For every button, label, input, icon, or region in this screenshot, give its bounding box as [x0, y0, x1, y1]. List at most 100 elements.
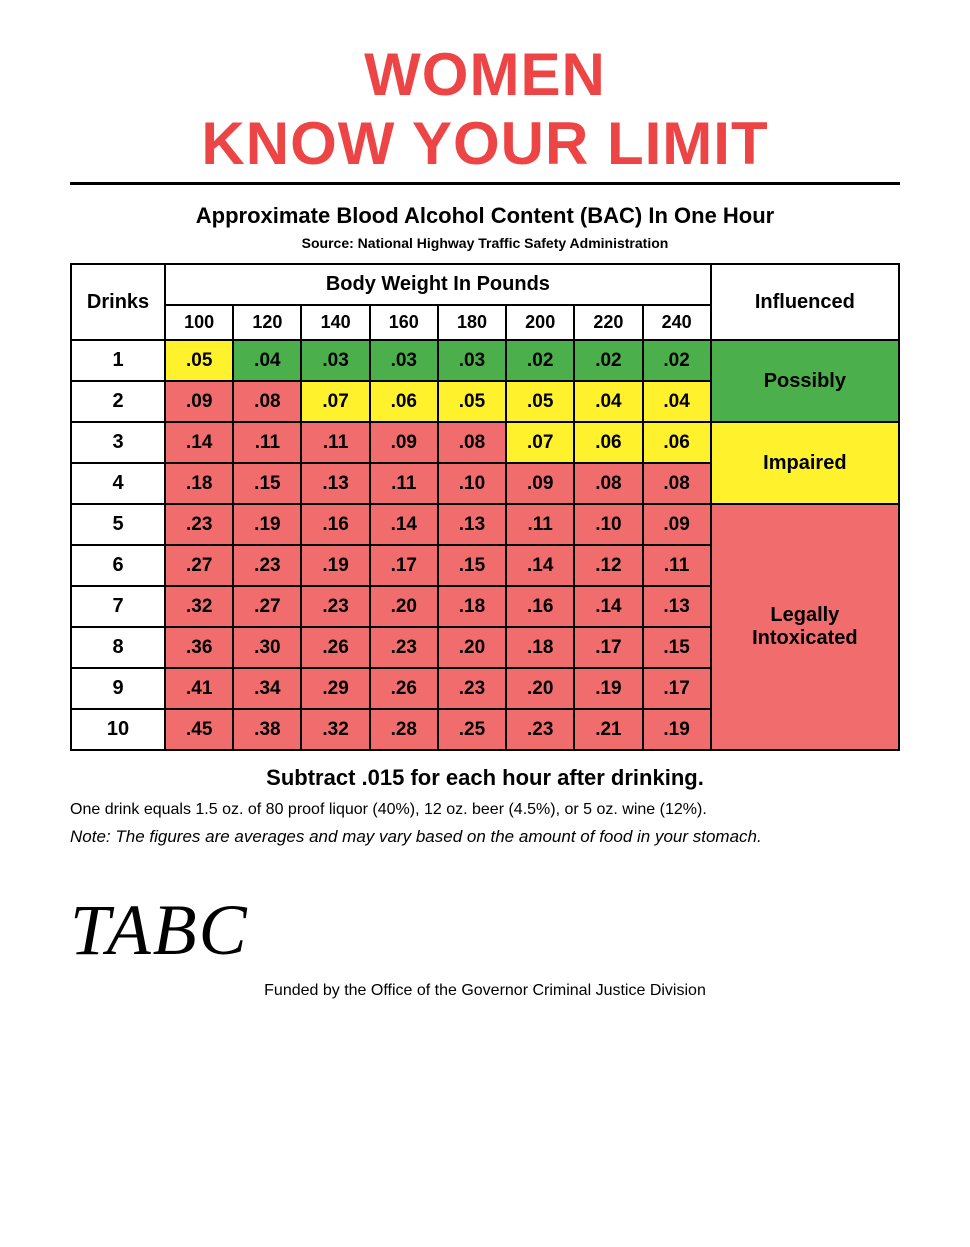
weight-col-120: 120	[233, 305, 301, 340]
bac-cell: .18	[165, 463, 233, 504]
bac-cell: .10	[574, 504, 642, 545]
bac-cell: .08	[233, 381, 301, 422]
bac-cell: .04	[643, 381, 711, 422]
bac-cell: .05	[506, 381, 574, 422]
bac-cell: .03	[370, 340, 438, 381]
drinks-cell: 10	[71, 709, 165, 750]
bac-cell: .17	[574, 627, 642, 668]
bac-cell: .11	[370, 463, 438, 504]
bac-cell: .18	[438, 586, 506, 627]
bac-cell: .38	[233, 709, 301, 750]
legend-cell: Possibly	[711, 340, 899, 422]
title-line2: KNOW YOUR LIMIT	[70, 109, 900, 178]
tabc-logo: TABC	[70, 889, 900, 972]
drink-definition: One drink equals 1.5 oz. of 80 proof liq…	[70, 799, 900, 821]
bac-cell: .20	[506, 668, 574, 709]
bac-cell: .07	[506, 422, 574, 463]
bac-cell: .03	[301, 340, 369, 381]
drinks-cell: 6	[71, 545, 165, 586]
bac-cell: .17	[370, 545, 438, 586]
header-influenced: Influenced	[711, 264, 899, 340]
bac-cell: .05	[438, 381, 506, 422]
bac-cell: .02	[643, 340, 711, 381]
table-row: 5.23.19.16.14.13.11.10.09LegallyIntoxica…	[71, 504, 899, 545]
bac-cell: .23	[301, 586, 369, 627]
drinks-cell: 7	[71, 586, 165, 627]
bac-cell: .45	[165, 709, 233, 750]
bac-cell: .07	[301, 381, 369, 422]
bac-cell: .27	[233, 586, 301, 627]
instruction: Subtract .015 for each hour after drinki…	[70, 765, 900, 791]
drinks-cell: 5	[71, 504, 165, 545]
bac-cell: .04	[574, 381, 642, 422]
bac-cell: .10	[438, 463, 506, 504]
bac-cell: .11	[301, 422, 369, 463]
bac-cell: .09	[165, 381, 233, 422]
bac-cell: .16	[301, 504, 369, 545]
title-block: WOMEN KNOW YOUR LIMIT	[70, 40, 900, 185]
bac-cell: .09	[506, 463, 574, 504]
weight-col-100: 100	[165, 305, 233, 340]
bac-cell: .23	[506, 709, 574, 750]
drinks-cell: 4	[71, 463, 165, 504]
bac-cell: .16	[506, 586, 574, 627]
weight-col-220: 220	[574, 305, 642, 340]
bac-cell: .26	[370, 668, 438, 709]
bac-cell: .23	[438, 668, 506, 709]
funded-line: Funded by the Office of the Governor Cri…	[70, 982, 900, 1000]
bac-cell: .13	[301, 463, 369, 504]
bac-cell: .30	[233, 627, 301, 668]
bac-cell: .36	[165, 627, 233, 668]
bac-cell: .11	[643, 545, 711, 586]
bac-cell: .14	[370, 504, 438, 545]
bac-cell: .34	[233, 668, 301, 709]
bac-cell: .14	[165, 422, 233, 463]
weight-col-160: 160	[370, 305, 438, 340]
bac-cell: .23	[370, 627, 438, 668]
bac-cell: .29	[301, 668, 369, 709]
drinks-cell: 9	[71, 668, 165, 709]
bac-cell: .18	[506, 627, 574, 668]
bac-cell: .13	[438, 504, 506, 545]
bac-cell: .08	[438, 422, 506, 463]
table-head: Drinks Body Weight In Pounds Influenced …	[71, 264, 899, 340]
bac-cell: .05	[165, 340, 233, 381]
table-row: 3.14.11.11.09.08.07.06.06Impaired	[71, 422, 899, 463]
bac-cell: .21	[574, 709, 642, 750]
bac-cell: .14	[506, 545, 574, 586]
bac-cell: .28	[370, 709, 438, 750]
note: Note: The figures are averages and may v…	[70, 825, 900, 849]
drinks-cell: 8	[71, 627, 165, 668]
bac-cell: .19	[643, 709, 711, 750]
bac-cell: .02	[506, 340, 574, 381]
bac-cell: .23	[165, 504, 233, 545]
weight-col-240: 240	[643, 305, 711, 340]
weight-col-200: 200	[506, 305, 574, 340]
bac-cell: .32	[301, 709, 369, 750]
drinks-cell: 2	[71, 381, 165, 422]
weight-col-140: 140	[301, 305, 369, 340]
subtitle: Approximate Blood Alcohol Content (BAC) …	[70, 203, 900, 229]
bac-cell: .04	[233, 340, 301, 381]
table-row: 1.05.04.03.03.03.02.02.02Possibly	[71, 340, 899, 381]
header-drinks: Drinks	[71, 264, 165, 340]
legend-cell: LegallyIntoxicated	[711, 504, 899, 750]
bac-cell: .02	[574, 340, 642, 381]
header-weight: Body Weight In Pounds	[165, 264, 711, 305]
bac-cell: .20	[370, 586, 438, 627]
bac-cell: .14	[574, 586, 642, 627]
bac-cell: .12	[574, 545, 642, 586]
drinks-cell: 1	[71, 340, 165, 381]
bac-cell: .23	[233, 545, 301, 586]
bac-cell: .11	[506, 504, 574, 545]
bac-cell: .26	[301, 627, 369, 668]
bac-cell: .19	[301, 545, 369, 586]
bac-cell: .27	[165, 545, 233, 586]
table-body: 1.05.04.03.03.03.02.02.02Possibly2.09.08…	[71, 340, 899, 750]
bac-cell: .06	[643, 422, 711, 463]
bac-cell: .25	[438, 709, 506, 750]
legend-cell: Impaired	[711, 422, 899, 504]
bac-cell: .06	[370, 381, 438, 422]
bac-cell: .08	[643, 463, 711, 504]
bac-cell: .15	[643, 627, 711, 668]
